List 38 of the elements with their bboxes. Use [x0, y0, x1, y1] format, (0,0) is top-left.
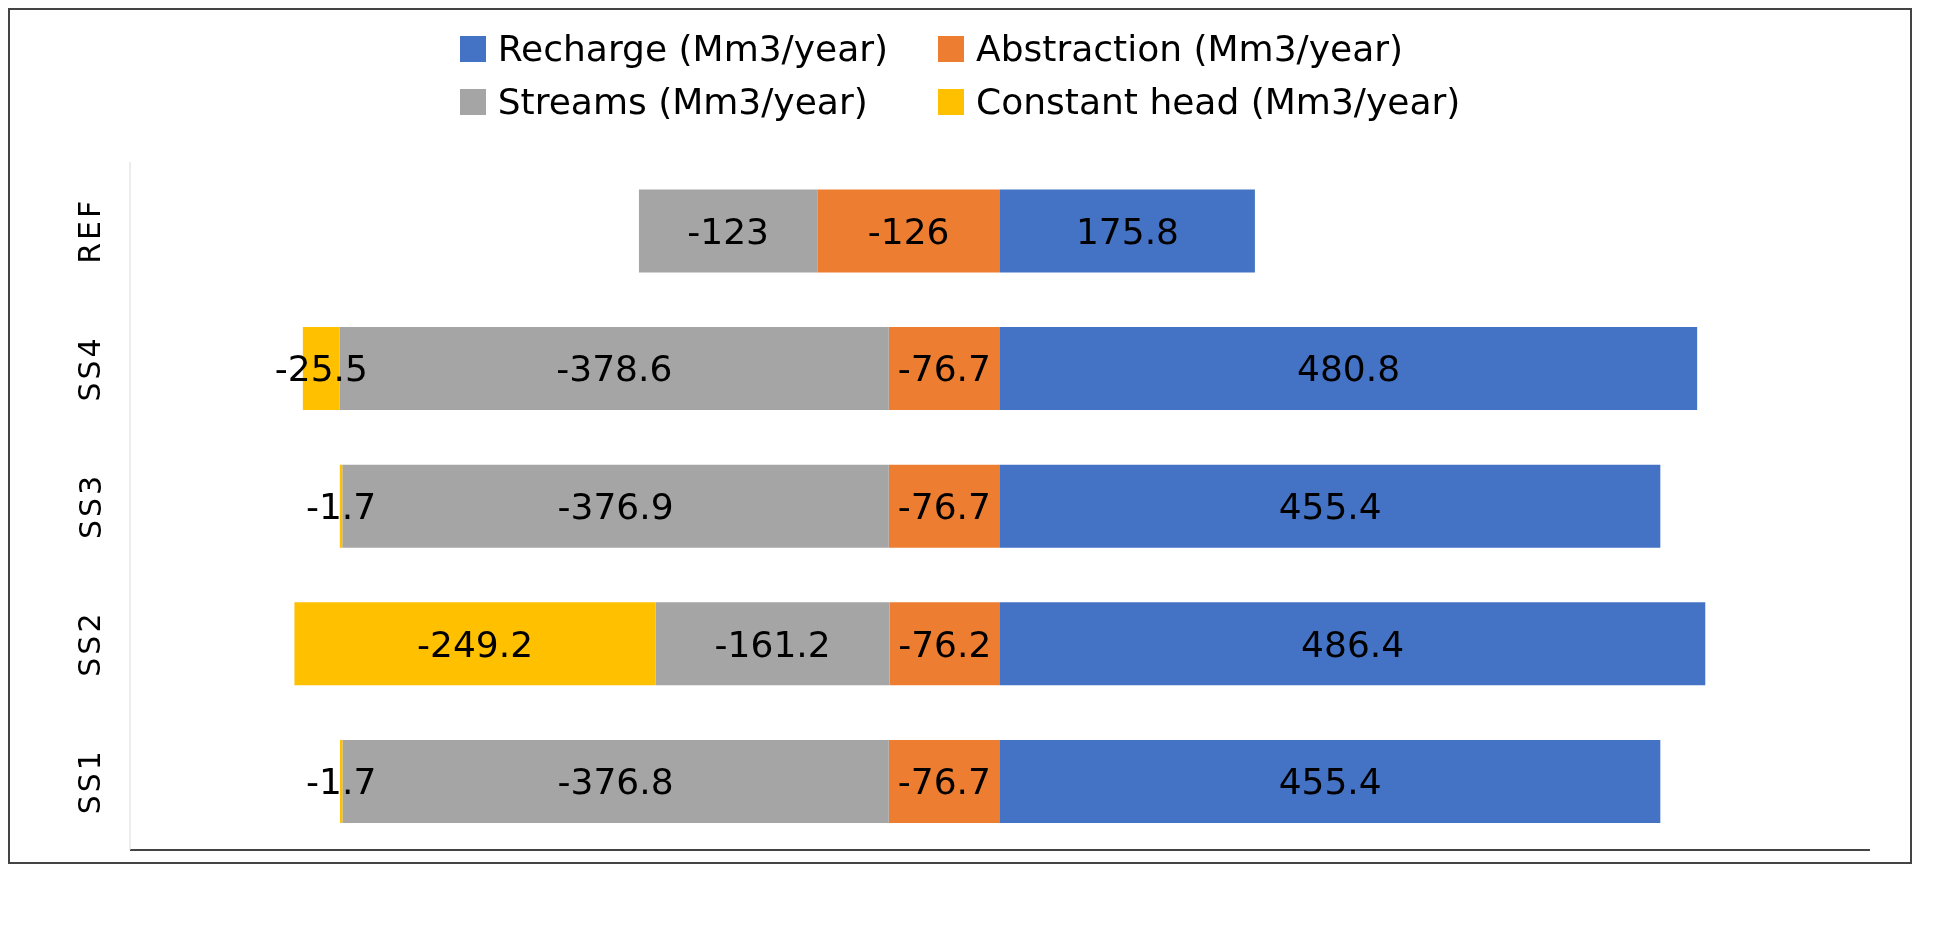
data-label: 455.4	[1278, 486, 1382, 527]
data-label: -126	[867, 210, 950, 252]
bar	[1000, 327, 1698, 411]
y-tick-label: SS1	[72, 748, 108, 815]
data-label: -161.2	[714, 623, 831, 665]
bar	[1000, 739, 1661, 823]
y-tick-label: SS3	[72, 472, 108, 540]
y-tick-label: SS2	[72, 610, 108, 677]
data-label: -76.2	[898, 623, 992, 665]
data-label: -376.8	[557, 761, 674, 803]
legend-label: Abstraction (Mm3/year)	[976, 28, 1404, 69]
data-label: 175.8	[1075, 210, 1179, 252]
data-label: 480.8	[1297, 348, 1401, 390]
data-label: -378.6	[556, 348, 673, 390]
data-label: -76.7	[897, 486, 991, 527]
bar	[889, 602, 1000, 686]
data-label: -376.9	[557, 486, 674, 527]
data-label: 486.4	[1301, 623, 1405, 665]
legend-label: Constant head (Mm3/year)	[976, 81, 1461, 122]
data-label: -249.2	[417, 623, 534, 665]
bar	[655, 602, 890, 686]
bar	[638, 189, 818, 273]
bar	[888, 739, 1000, 823]
bar	[1000, 464, 1661, 548]
bar	[817, 189, 1000, 273]
y-tick-label: REF	[72, 197, 108, 264]
bar	[888, 464, 1000, 548]
data-label: -123	[687, 210, 769, 252]
legend-label: Recharge (Mm3/year)	[497, 28, 889, 69]
data-label: 455.4	[1278, 761, 1382, 803]
bar	[1000, 189, 1255, 273]
y-tick-label: SS4	[72, 335, 108, 402]
data-label: -76.7	[897, 761, 991, 803]
bar	[888, 327, 1000, 411]
bar	[1000, 602, 1706, 686]
bar	[294, 602, 656, 686]
legend-label: Streams (Mm3/year)	[497, 81, 868, 122]
data-label: -76.7	[897, 348, 991, 390]
